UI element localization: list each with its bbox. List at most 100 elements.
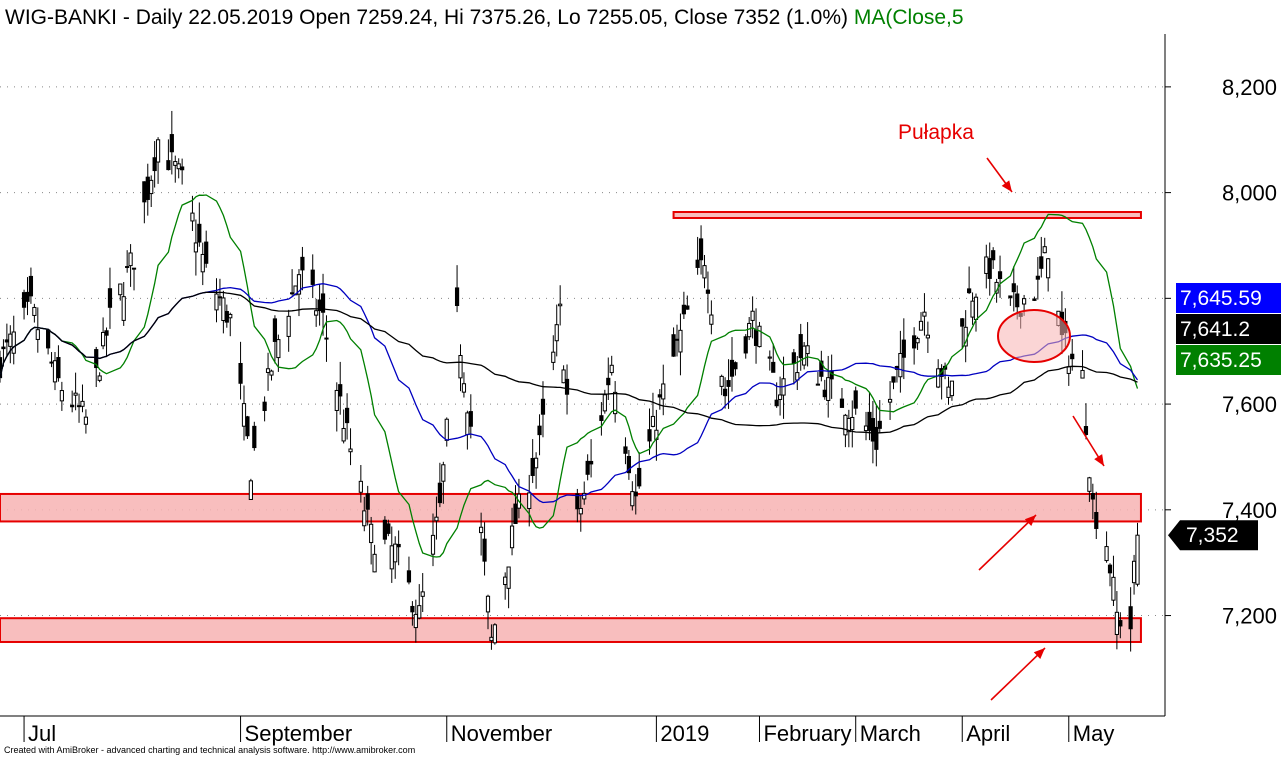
candle-body [1083, 426, 1089, 436]
candles [0, 110, 1140, 652]
candle-body [561, 369, 566, 384]
candle-body [805, 345, 810, 355]
chart-title: WIG-BANKI - Daily 22.05.2019 Open 7259.2… [5, 6, 964, 29]
candle-body [21, 292, 27, 308]
candle-body [224, 311, 229, 323]
candle-body [630, 491, 635, 507]
candle-body [527, 492, 532, 509]
candle-body [606, 377, 611, 386]
candle-body [674, 338, 680, 341]
candle-body [458, 354, 463, 379]
candle-body [723, 388, 728, 397]
candle-body [49, 361, 54, 364]
candle-body [726, 380, 731, 387]
candle-body [262, 401, 267, 412]
candle-body [118, 283, 123, 296]
candle-body [80, 400, 85, 407]
candle-body [1111, 576, 1116, 601]
title-lo-label: Lo [557, 6, 580, 29]
candle-body [362, 510, 367, 527]
x-tick-label: 2019 [660, 721, 709, 746]
candle-body [558, 303, 563, 307]
candle-body [430, 534, 436, 555]
candle-body [898, 353, 903, 378]
candle-body [1118, 620, 1123, 627]
value-badges: 7,645.59 7,641.2 7,635.25 7,352 [1168, 283, 1281, 551]
candle-body [863, 425, 869, 432]
title-hi: 7375.26 [470, 6, 546, 29]
candle-body [176, 163, 181, 170]
candle-body [997, 271, 1003, 280]
candle-body [506, 566, 511, 589]
arrow-down-head [1094, 454, 1104, 466]
zone-support-lower [0, 617, 1142, 643]
candle-body [1090, 493, 1095, 500]
candle-body [28, 275, 34, 297]
arrow-up-lower [990, 647, 1046, 701]
candle-body [125, 266, 130, 269]
candle-body [485, 595, 491, 613]
candle-body [217, 296, 223, 299]
candle-body [585, 460, 590, 475]
candle-body [238, 362, 243, 384]
candle-body [661, 383, 666, 400]
candle-body [826, 377, 831, 401]
candle-body [286, 315, 291, 337]
candle-body [169, 134, 174, 153]
candle-body [190, 212, 195, 222]
candle-body [1015, 293, 1020, 308]
candle-body [142, 181, 147, 203]
title-symbol: WIG-BANKI [5, 6, 117, 29]
candle-body [1, 346, 6, 350]
x-tick-label: February [763, 721, 851, 746]
title-close: 7352 [734, 6, 781, 29]
footer-credit: Created with AmiBroker - advanced charti… [4, 745, 416, 755]
candle-body [197, 223, 202, 243]
candle-body [771, 361, 776, 373]
candle-body [396, 543, 401, 548]
moving-averages [0, 194, 1139, 558]
candle-body [382, 519, 387, 540]
candle-body [822, 389, 827, 398]
candle-body [272, 318, 278, 342]
candle-body [492, 624, 497, 644]
candle-body [1046, 258, 1051, 279]
candle-body [152, 157, 157, 172]
badge-label: 7,645.59 [1180, 287, 1262, 310]
annotations: Pułapka [898, 121, 1105, 701]
title-sep: - [117, 6, 136, 29]
candle-body [599, 415, 604, 421]
candle-body [121, 296, 126, 321]
candle-body [420, 591, 425, 597]
candle-body [973, 296, 979, 320]
candle-body [685, 305, 690, 310]
candle-body [76, 405, 82, 408]
title-backdrop [0, 0, 1165, 34]
candle-body [365, 493, 370, 510]
candle-body [678, 329, 683, 353]
candle-body [8, 333, 13, 347]
candle-body [296, 274, 302, 295]
candle-body [987, 258, 992, 279]
candle-body [276, 339, 281, 359]
candle-body [1128, 606, 1133, 630]
x-tick-label: March [860, 721, 921, 746]
candle-body [637, 467, 642, 487]
candle-body [358, 480, 363, 493]
ma-line-long [0, 291, 1138, 434]
candle-body [214, 293, 219, 311]
candle-body [901, 339, 906, 358]
title-ma-label: MA(Close,5 [854, 6, 964, 29]
candle-body [582, 492, 587, 500]
candle-body [180, 166, 185, 171]
candle-body [578, 507, 583, 515]
candle-body [918, 320, 924, 331]
candle-body [588, 460, 594, 465]
candle-body [774, 399, 779, 407]
candle-body [729, 359, 735, 377]
candle-body [314, 310, 319, 316]
candle-body [173, 161, 178, 166]
candle-body [46, 329, 51, 349]
y-tick-label: 8,000 [1222, 181, 1277, 206]
candle-body [753, 329, 759, 346]
